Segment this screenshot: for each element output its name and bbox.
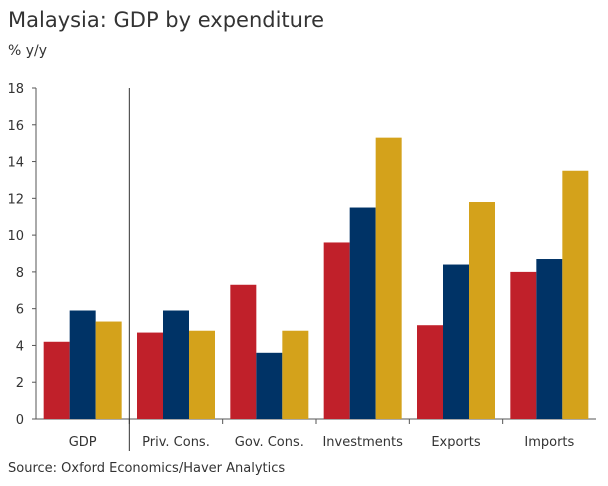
bar-investments-series-1	[323, 242, 350, 419]
x-category-label: Exports	[431, 435, 481, 450]
y-tick-label: 2	[16, 376, 24, 391]
x-category-label: Investments	[322, 435, 403, 450]
bar-imports-series-1	[510, 271, 537, 419]
chart-bars	[43, 137, 589, 419]
chart-axes	[32, 87, 596, 451]
bar-imports-series-3	[562, 170, 589, 419]
bar-gov-cons-series-1	[230, 284, 257, 419]
x-category-label: Gov. Cons.	[235, 435, 304, 450]
bar-gdp-series-3	[95, 321, 122, 419]
y-axis-unit: % y/y	[8, 43, 48, 59]
bar-investments-series-2	[349, 207, 376, 419]
x-category-label: Priv. Cons.	[142, 435, 210, 450]
y-tick-label: 12	[7, 192, 24, 207]
bar-priv-cons-series-3	[189, 330, 215, 419]
bar-exports-series-3	[469, 202, 495, 419]
chart-labels: 0 2 4 6 8 10 12 14 16 18 GDP Priv. Cons. Gov. Cons. I…	[7, 82, 574, 450]
chart-title: Malaysia: GDP by expenditure	[8, 8, 325, 32]
y-tick-label: 18	[7, 82, 24, 97]
bar-gdp-series-2	[69, 310, 96, 419]
bar-investments-series-3	[375, 137, 402, 419]
source-note: Source: Oxford Economics/Haver Analytics	[8, 461, 286, 476]
y-tick-label: 4	[16, 339, 24, 354]
bar-gov-cons-series-2	[256, 352, 283, 419]
y-tick-label: 14	[7, 156, 24, 171]
bar-priv-cons-series-2	[163, 310, 189, 419]
bar-exports-series-1	[417, 325, 443, 419]
y-tick-label: 6	[16, 303, 24, 318]
bar-imports-series-2	[536, 259, 563, 419]
x-category-label: Imports	[524, 435, 574, 450]
bar-exports-series-2	[443, 264, 469, 419]
y-tick-label: 10	[7, 229, 24, 244]
y-tick-label: 0	[16, 413, 24, 428]
y-tick-label: 8	[16, 266, 24, 281]
x-category-label: GDP	[69, 435, 97, 450]
y-tick-label: 16	[7, 119, 24, 134]
bar-priv-cons-series-1	[137, 332, 163, 419]
bar-gov-cons-series-3	[282, 330, 309, 419]
bar-gdp-series-1	[43, 341, 70, 419]
